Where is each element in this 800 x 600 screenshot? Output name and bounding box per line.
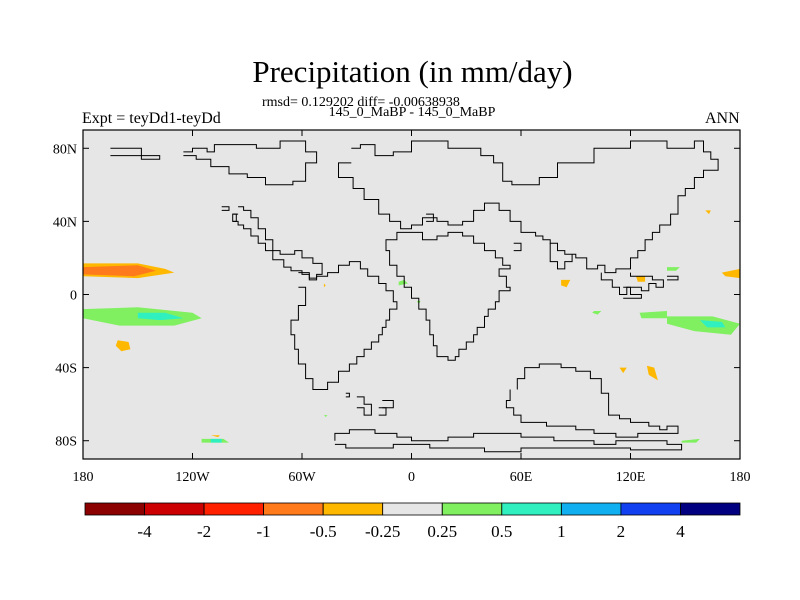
latitude-axis: 80N 40N 0 40S 80S bbox=[53, 142, 740, 450]
anomaly-layer bbox=[83, 210, 740, 443]
colorbar-label: -0.25 bbox=[365, 522, 400, 541]
plot-title: Precipitation (in mm/day) bbox=[252, 54, 573, 89]
anomaly-pacific-west-c-core bbox=[699, 320, 726, 328]
colorbar-swatch bbox=[382, 502, 443, 516]
colorbar-swatch bbox=[501, 502, 562, 516]
anomaly-australia-west bbox=[619, 367, 627, 374]
anomaly-indian-south bbox=[592, 311, 602, 315]
anomaly-antarctic-a-core bbox=[210, 438, 222, 443]
coastline-europe bbox=[338, 140, 719, 274]
coastline-north-america bbox=[232, 206, 323, 279]
coastline-island-c bbox=[345, 392, 350, 398]
anomaly-atlantic-eq bbox=[398, 279, 408, 286]
anomaly-subantarctic-dot bbox=[323, 415, 328, 417]
lat-tick-label: 40N bbox=[53, 215, 77, 230]
coastline-south-america bbox=[290, 261, 398, 390]
coastline-antarctica bbox=[334, 429, 683, 453]
coastline-layer bbox=[110, 140, 719, 453]
anomaly-indian-north bbox=[561, 279, 571, 288]
stats-line: rmsd= 0.129202 diff= -0.00638938 bbox=[262, 95, 460, 110]
coastline-island-sea bbox=[513, 242, 522, 252]
coastline-india bbox=[549, 243, 573, 270]
colorbar-swatch bbox=[561, 502, 622, 516]
lon-tick-label: 120W bbox=[175, 470, 210, 485]
anomaly-south-pacific-core bbox=[137, 312, 184, 321]
colorbar-swatch bbox=[441, 502, 503, 516]
colorbar-label: 1 bbox=[557, 522, 566, 541]
lon-tick-label: 120E bbox=[616, 470, 646, 485]
anomaly-pacific-25s bbox=[115, 340, 131, 352]
anomaly-pacific-west-a bbox=[636, 276, 646, 282]
coastline-island-pacific bbox=[667, 275, 679, 281]
season-label: ANN bbox=[705, 110, 740, 127]
coastline-africa bbox=[385, 231, 511, 361]
anomaly-antarctic-b bbox=[210, 435, 220, 438]
anomaly-pacific-west-b bbox=[639, 311, 667, 319]
lat-tick-label: 80S bbox=[55, 435, 77, 450]
lon-tick-label: 180 bbox=[730, 470, 751, 485]
lat-tick-label: 40S bbox=[55, 362, 77, 377]
colorbar-swatch bbox=[144, 502, 205, 516]
lon-tick-label: 180 bbox=[73, 470, 94, 485]
colorbar-swatch bbox=[263, 502, 324, 516]
colorbar-swatch bbox=[680, 502, 741, 516]
anomaly-north-pacific-45n bbox=[705, 210, 711, 215]
coastline-island-b bbox=[382, 400, 394, 409]
colorbar-swatch bbox=[322, 502, 384, 516]
colorbar-swatch bbox=[620, 502, 681, 516]
lon-tick-label: 60W bbox=[288, 470, 316, 485]
anomaly-antarctic-c bbox=[681, 438, 700, 443]
colorbar-label: -2 bbox=[197, 522, 211, 541]
colorbar-label: -1 bbox=[257, 522, 271, 541]
colorbar-label: 0.25 bbox=[427, 522, 457, 541]
coastline-island-a bbox=[356, 396, 372, 416]
anomaly-central-pacific-north-core bbox=[83, 265, 156, 277]
colorbar-label: -0.5 bbox=[310, 522, 337, 541]
coastline-australia bbox=[505, 363, 679, 438]
colorbar-label: 2 bbox=[617, 522, 626, 541]
coastline-greenland bbox=[183, 140, 318, 186]
colorbar-label: 4 bbox=[676, 522, 685, 541]
coastline-seasia bbox=[600, 272, 664, 295]
coastline-island-east bbox=[623, 286, 642, 299]
lon-tick-label: 60E bbox=[510, 470, 533, 485]
anomaly-pacific-east-north bbox=[721, 268, 740, 279]
coastline-island-arctic bbox=[232, 213, 237, 222]
anomaly-pacific-west-c bbox=[667, 316, 740, 335]
anomaly-atlantic-dot bbox=[323, 283, 326, 288]
colorbar-label: -4 bbox=[137, 522, 152, 541]
lon-tick-label: 0 bbox=[408, 470, 415, 485]
coastline-island-d bbox=[378, 407, 387, 416]
colorbar-swatch bbox=[84, 502, 145, 516]
expt-label: Expt = teyDd1-teyDd bbox=[82, 110, 221, 127]
colorbar-label: 0.5 bbox=[491, 522, 512, 541]
colorbar-swatch bbox=[203, 502, 265, 516]
longitude-axis: 180 120W 60W 0 60E 120E 180 bbox=[73, 130, 751, 485]
coastline-island-arctic-2 bbox=[221, 206, 230, 211]
coastline-north-america-arctic bbox=[110, 147, 161, 160]
lat-tick-label: 80N bbox=[53, 142, 77, 157]
experiment-name: 145_0_MaBP - 145_0_MaBP bbox=[328, 105, 496, 120]
anomaly-south-indian bbox=[646, 365, 658, 381]
anomaly-pacific-15n bbox=[667, 267, 680, 271]
coastline-island-europe bbox=[426, 213, 434, 222]
lat-tick-label: 0 bbox=[70, 289, 77, 304]
colorbar: -4 -2 -1 -0.5 -0.25 0.25 0.5 1 2 4 bbox=[84, 502, 741, 541]
